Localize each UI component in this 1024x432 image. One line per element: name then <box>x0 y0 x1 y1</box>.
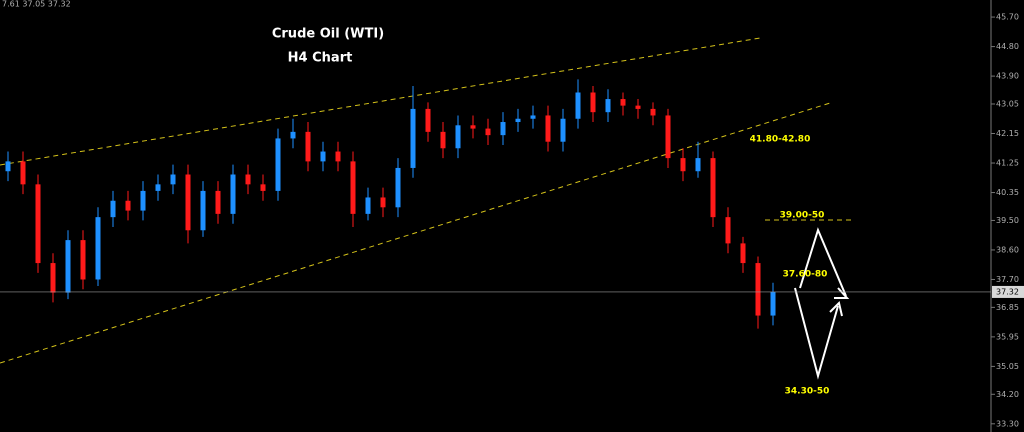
y-tick-label: 39.50 <box>996 216 1019 225</box>
candle-body <box>485 128 491 136</box>
candle-body <box>350 161 356 214</box>
candle-body <box>200 190 206 231</box>
candle-body <box>5 161 11 172</box>
candle-body <box>320 151 326 162</box>
lower-trendline <box>0 102 831 364</box>
candle-body <box>410 108 416 168</box>
candle-body <box>230 174 236 214</box>
candle-body <box>185 174 191 231</box>
y-tick-label: 42.15 <box>996 129 1019 138</box>
candle-body <box>500 122 506 136</box>
candle-body <box>620 99 626 106</box>
candle-body <box>95 217 101 280</box>
candle-body <box>605 99 611 113</box>
candle-body <box>245 174 251 185</box>
annotation: 41.80-42.80 <box>750 135 811 145</box>
arrows <box>794 227 850 380</box>
last-price-label: 37.32 <box>996 287 1019 296</box>
y-tick-label: 40.35 <box>996 188 1019 197</box>
last-price-box <box>992 285 1024 298</box>
annotation: 34.30-50 <box>785 387 830 397</box>
annotation: 37.60-80 <box>783 270 828 280</box>
candle-body <box>545 115 551 142</box>
candle-body <box>650 108 656 116</box>
y-tick-label: 43.90 <box>996 72 1019 81</box>
candle-body <box>635 105 641 109</box>
candle-body <box>575 92 581 119</box>
candle-body <box>170 174 176 185</box>
candle-body <box>50 263 56 293</box>
candle-body <box>65 240 71 293</box>
y-tick-label: 38.60 <box>996 245 1019 254</box>
candle-body <box>740 243 746 264</box>
candle-body <box>560 118 566 142</box>
candle-body <box>125 200 131 211</box>
candle-body <box>515 118 521 123</box>
candle-body <box>725 217 731 244</box>
candle-body <box>455 125 461 149</box>
annotation: 39.00-50 <box>780 211 825 221</box>
candle-body <box>215 190 221 214</box>
candle-body <box>380 197 386 208</box>
upper-trendline <box>0 37 761 166</box>
y-tick-label: 45.70 <box>996 13 1019 22</box>
candle-body <box>470 125 476 129</box>
y-tick-label: 43.05 <box>996 99 1019 108</box>
candle-body <box>755 263 761 316</box>
candle-body <box>335 151 341 162</box>
arrow-up-down <box>799 227 847 297</box>
chart-title: Crude Oil (WTI) <box>272 27 384 42</box>
candle-body <box>140 190 146 211</box>
candle-body <box>440 131 446 149</box>
candle-body <box>680 158 686 172</box>
candle-body <box>290 131 296 139</box>
y-tick-label: 41.25 <box>996 159 1019 168</box>
candle-body <box>710 158 716 218</box>
candle-body <box>665 115 671 159</box>
candle-body <box>260 184 266 191</box>
candle-body <box>80 240 86 280</box>
candle-body <box>530 115 536 119</box>
y-tick-label: 44.80 <box>996 42 1019 51</box>
y-tick-label: 35.95 <box>996 332 1019 341</box>
arrowhead <box>834 287 850 299</box>
chart-subtitle: H4 Chart <box>288 51 353 66</box>
y-tick-label: 34.20 <box>996 390 1019 399</box>
candle-body <box>365 197 371 214</box>
candle-body <box>590 92 596 113</box>
candle-body <box>35 184 41 264</box>
y-tick-label: 35.05 <box>996 362 1019 371</box>
candle-body <box>395 167 401 208</box>
ohlc-header: 7.61 37.05 37.32 <box>2 0 71 9</box>
arrowhead <box>829 301 843 317</box>
candle-body <box>695 158 701 172</box>
candle-body <box>275 138 281 191</box>
y-tick-label: 37.70 <box>996 275 1019 284</box>
candle-body <box>305 131 311 162</box>
candle-body <box>770 291 776 316</box>
candle-body <box>155 184 161 191</box>
candle-body <box>110 200 116 218</box>
y-tick-label: 36.85 <box>996 303 1019 312</box>
candle-body <box>425 108 431 132</box>
candle-body <box>20 161 26 185</box>
arrow-down-up <box>794 287 839 380</box>
y-tick-label: 33.30 <box>996 419 1019 428</box>
